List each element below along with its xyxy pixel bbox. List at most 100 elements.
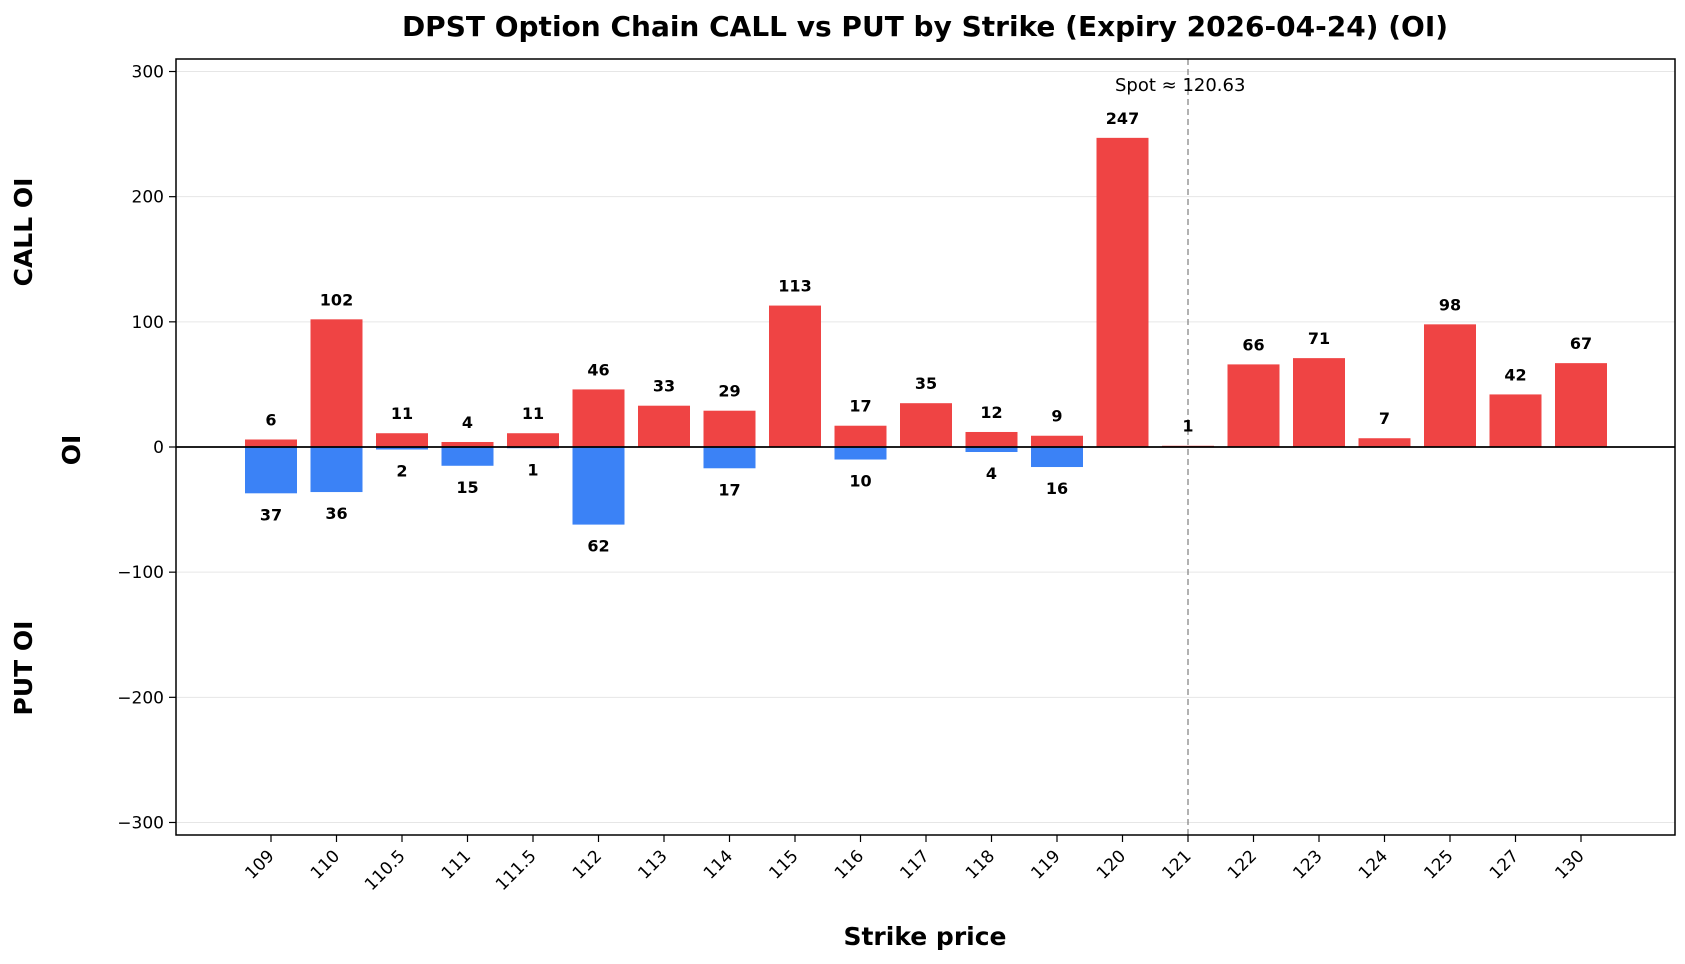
call-bar — [834, 425, 887, 447]
y-axis-title: OI — [57, 435, 86, 466]
call-bar — [1555, 363, 1607, 447]
call-bar — [703, 410, 756, 447]
put-data-label: 16 — [1046, 479, 1068, 498]
call-data-label: 11 — [391, 404, 413, 423]
call-data-label: 71 — [1308, 329, 1330, 348]
put-bar — [441, 447, 494, 466]
put-oi-side-label: PUT OI — [9, 621, 38, 716]
call-data-label: 11 — [522, 404, 544, 423]
call-bar — [638, 405, 690, 447]
call-data-label: 67 — [1570, 334, 1592, 353]
put-data-label: 37 — [260, 505, 282, 524]
call-data-label: 12 — [980, 403, 1002, 422]
put-data-label: 10 — [849, 472, 871, 491]
y-tick-label: 0 — [153, 438, 164, 458]
x-tick-label: 124 — [1355, 846, 1392, 883]
x-tick-label: 117 — [896, 846, 933, 883]
x-axis-title: Strike price — [843, 922, 1006, 951]
x-tick-label: 122 — [1224, 846, 1261, 883]
call-data-label: 113 — [778, 277, 811, 296]
y-axis-ticks: 300 200 100 0 −100 −200 −300 — [117, 63, 176, 833]
x-tick-label: 119 — [1027, 846, 1064, 883]
x-tick-label: 125 — [1420, 846, 1457, 883]
call-data-label: 9 — [1051, 407, 1062, 426]
call-bar — [376, 433, 428, 447]
call-bar — [1096, 137, 1149, 447]
put-bar — [572, 447, 625, 525]
call-data-label: 247 — [1106, 109, 1139, 128]
call-data-label: 29 — [718, 382, 740, 401]
put-data-label: 2 — [396, 462, 407, 481]
y-tick-label: −200 — [117, 688, 164, 708]
x-tick-label: 121 — [1158, 846, 1195, 883]
x-tick-label: 120 — [1093, 846, 1130, 883]
x-tick-label: 110 — [307, 846, 344, 883]
call-data-label: 33 — [653, 377, 675, 396]
y-tick-label: 200 — [132, 188, 164, 208]
x-tick-label: 123 — [1289, 846, 1326, 883]
put-bar — [834, 447, 887, 460]
y-tick-label: 300 — [132, 63, 164, 83]
put-bar — [1031, 447, 1083, 468]
call-bar — [1227, 364, 1280, 447]
x-tick-label: 127 — [1486, 846, 1523, 883]
call-data-label: 98 — [1439, 295, 1461, 314]
put-data-label: 1 — [527, 460, 538, 479]
x-tick-label: 109 — [241, 846, 278, 883]
put-data-label: 36 — [325, 504, 347, 523]
x-tick-label: 116 — [831, 846, 868, 883]
call-data-label: 1 — [1182, 417, 1193, 436]
call-bar — [245, 439, 297, 447]
put-bar — [245, 447, 297, 494]
call-bar — [441, 441, 494, 447]
plot-frame — [175, 58, 1676, 836]
call-data-label: 4 — [462, 413, 473, 432]
call-data-label: 7 — [1379, 409, 1390, 428]
put-data-label: 4 — [986, 464, 997, 483]
call-data-label: 6 — [265, 410, 276, 429]
x-tick-label: 114 — [700, 846, 737, 883]
put-data-label: 62 — [587, 537, 609, 556]
call-bar — [1031, 435, 1083, 447]
call-bar — [900, 403, 952, 447]
x-tick-label: 118 — [962, 846, 999, 883]
x-tick-label: 111 — [438, 846, 475, 883]
call-bar — [1489, 394, 1542, 447]
put-bar — [310, 447, 363, 493]
x-tick-label: 130 — [1551, 846, 1588, 883]
call-bar — [1293, 358, 1345, 447]
y-tick-label: −300 — [117, 813, 164, 833]
call-bar — [769, 305, 821, 447]
call-bar — [1358, 438, 1411, 447]
x-tick-label: 112 — [569, 846, 606, 883]
call-data-label: 66 — [1242, 335, 1264, 354]
put-bar — [965, 447, 1018, 453]
x-tick-label: 115 — [765, 846, 802, 883]
y-tick-label: −100 — [117, 563, 164, 583]
x-tick-label: 110.5 — [361, 846, 410, 895]
y-tick-label: 100 — [132, 313, 164, 333]
call-data-label: 42 — [1504, 365, 1526, 384]
chart-title: DPST Option Chain CALL vs PUT by Strike … — [402, 10, 1448, 43]
call-oi-side-label: CALL OI — [9, 178, 38, 287]
put-data-label: 15 — [456, 478, 478, 497]
spot-layer: Spot ≈ 120.63 — [1115, 59, 1245, 835]
call-data-label: 46 — [587, 360, 609, 379]
call-bar — [965, 431, 1018, 447]
call-data-label: 102 — [320, 290, 353, 309]
call-data-label: 17 — [849, 397, 871, 416]
spot-label: Spot ≈ 120.63 — [1115, 75, 1245, 96]
x-tick-label: 111.5 — [492, 846, 541, 895]
call-bar — [1424, 324, 1476, 447]
put-bar — [703, 447, 756, 469]
x-axis-ticks: 109 110 110.5 111 111.5 112 113 114 115 116 117 118… — [241, 835, 1589, 895]
call-data-label: 35 — [915, 374, 937, 393]
call-bar — [507, 433, 559, 447]
x-tick-label: 113 — [634, 846, 671, 883]
call-bar — [572, 389, 625, 447]
bars — [245, 137, 1607, 525]
put-data-label: 17 — [718, 480, 740, 499]
put-bar — [376, 447, 428, 450]
